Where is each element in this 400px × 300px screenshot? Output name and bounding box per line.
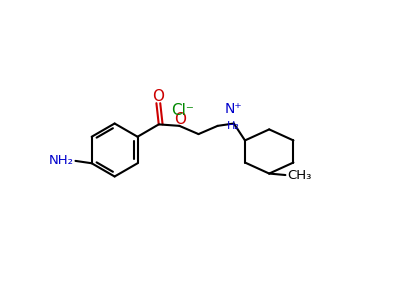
Text: O: O: [174, 112, 186, 127]
Text: N⁺: N⁺: [224, 102, 242, 116]
Text: H₂: H₂: [227, 121, 240, 130]
Text: O: O: [152, 89, 164, 104]
Text: CH₃: CH₃: [287, 169, 311, 182]
Text: NH₂: NH₂: [49, 154, 74, 167]
Text: Cl⁻: Cl⁻: [171, 103, 194, 118]
